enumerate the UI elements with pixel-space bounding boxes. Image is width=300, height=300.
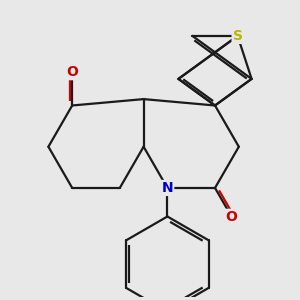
Text: O: O (66, 65, 78, 79)
Text: N: N (162, 181, 173, 195)
Text: S: S (232, 29, 243, 43)
Text: O: O (226, 210, 238, 224)
